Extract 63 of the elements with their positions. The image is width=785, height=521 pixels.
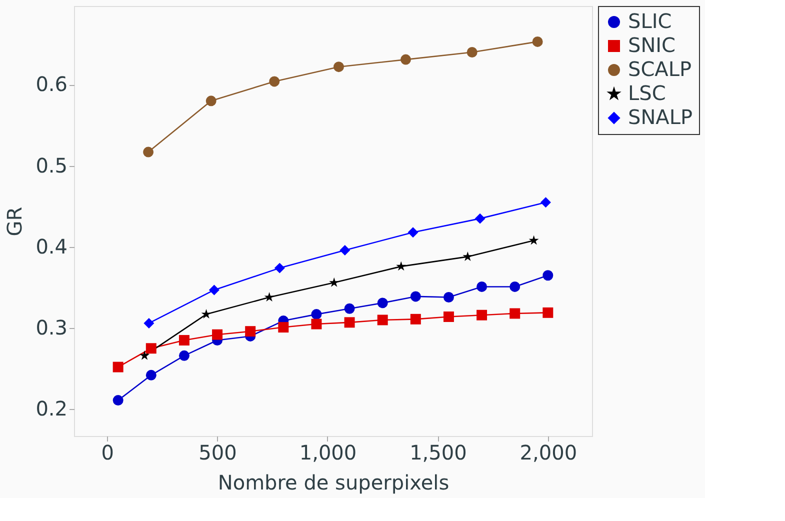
point bbox=[208, 284, 220, 296]
point bbox=[178, 350, 190, 361]
y-tick-label: 0.3 bbox=[36, 316, 68, 340]
point bbox=[140, 350, 150, 360]
point bbox=[476, 310, 488, 320]
point bbox=[146, 370, 156, 380]
point bbox=[311, 318, 322, 330]
point bbox=[410, 314, 421, 324]
point bbox=[269, 76, 280, 87]
legend-label: SNIC bbox=[628, 33, 676, 57]
point bbox=[474, 213, 486, 224]
point bbox=[206, 96, 216, 106]
x-tick-label: 1,500 bbox=[410, 440, 467, 464]
point bbox=[510, 308, 520, 319]
point bbox=[201, 309, 212, 319]
x-tick-label: 1,000 bbox=[299, 440, 357, 464]
point bbox=[344, 303, 355, 314]
point bbox=[112, 395, 124, 406]
point bbox=[212, 329, 223, 340]
point bbox=[146, 343, 156, 354]
point bbox=[278, 322, 289, 333]
y-axis-title: GR bbox=[2, 206, 27, 236]
point bbox=[143, 146, 154, 158]
point bbox=[542, 307, 554, 318]
legend-label: SCALP bbox=[628, 57, 692, 81]
point bbox=[462, 251, 473, 261]
point bbox=[443, 311, 454, 322]
point bbox=[528, 235, 539, 245]
point bbox=[344, 317, 355, 328]
point bbox=[532, 36, 543, 47]
point bbox=[333, 62, 344, 72]
legend-label: LSC bbox=[628, 81, 666, 105]
point bbox=[396, 261, 406, 271]
y-tick-label: 0.5 bbox=[36, 153, 68, 178]
point bbox=[144, 318, 154, 328]
point bbox=[476, 281, 488, 292]
point bbox=[408, 227, 418, 238]
point bbox=[400, 54, 411, 65]
point bbox=[340, 244, 350, 256]
point bbox=[466, 47, 478, 58]
x-tick-label: 2,000 bbox=[520, 440, 578, 464]
y-tick-label: 0.6 bbox=[36, 72, 68, 96]
point bbox=[178, 335, 190, 346]
y-tick-label: 0.2 bbox=[36, 396, 68, 421]
point bbox=[510, 281, 520, 292]
x-tick-label: 0 bbox=[101, 440, 114, 464]
legend-label: SNALP bbox=[628, 105, 693, 129]
point bbox=[274, 262, 285, 274]
point bbox=[377, 298, 388, 308]
point bbox=[540, 197, 551, 208]
point bbox=[542, 270, 554, 281]
x-tick-label: 500 bbox=[198, 440, 237, 464]
point bbox=[264, 292, 274, 302]
point bbox=[410, 291, 421, 302]
point bbox=[311, 309, 322, 320]
point bbox=[443, 292, 454, 302]
point bbox=[112, 362, 124, 372]
point bbox=[377, 314, 388, 326]
legend-label: SLIC bbox=[628, 9, 672, 33]
x-axis-title: Nombre de superpixels bbox=[218, 470, 450, 494]
point bbox=[329, 277, 340, 287]
point bbox=[245, 326, 256, 337]
y-tick-label: 0.4 bbox=[36, 234, 68, 258]
